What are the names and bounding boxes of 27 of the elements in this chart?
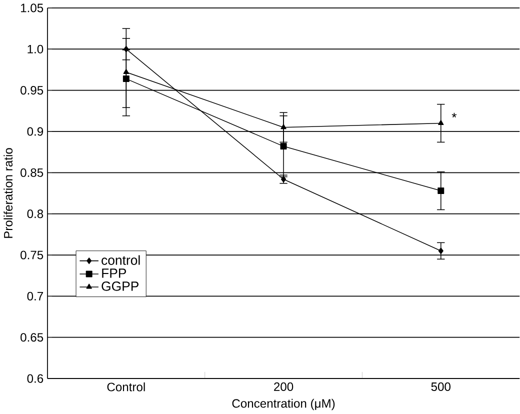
- x-tick-label: Control: [107, 382, 145, 392]
- point: [438, 248, 444, 254]
- y-tick-label: 0.65: [20, 333, 44, 342]
- y-tick-label: 0.75: [20, 250, 44, 260]
- x-tick-label: 500: [431, 382, 450, 392]
- y-tick-label: 1.0: [28, 44, 44, 54]
- y-tick-label: 1.05: [21, 4, 44, 12]
- point: [280, 124, 286, 130]
- y-axis-title: Proliferation ratio: [4, 148, 13, 238]
- y-tick-label: 0.8: [27, 210, 44, 218]
- y-tick-label: 0.7: [27, 292, 44, 301]
- legend-label: FPP: [102, 268, 126, 278]
- point: [438, 120, 444, 126]
- y-tick-label: 0.85: [20, 168, 44, 178]
- x-axis-title: Concentration (μM): [232, 398, 335, 410]
- point: [438, 188, 444, 194]
- point: [123, 69, 130, 74]
- y-tick-label: 0.6: [27, 374, 44, 383]
- legend-label: control: [102, 255, 140, 265]
- point: [122, 76, 130, 82]
- y-tick-label: 0.95: [20, 86, 44, 95]
- point: [124, 46, 129, 52]
- annotation: *: [452, 112, 457, 118]
- x-tick-label: 200: [274, 382, 294, 392]
- y-tick-label: 0.9: [27, 127, 44, 136]
- point: [280, 143, 287, 150]
- legend-label: GGPP: [102, 282, 138, 291]
